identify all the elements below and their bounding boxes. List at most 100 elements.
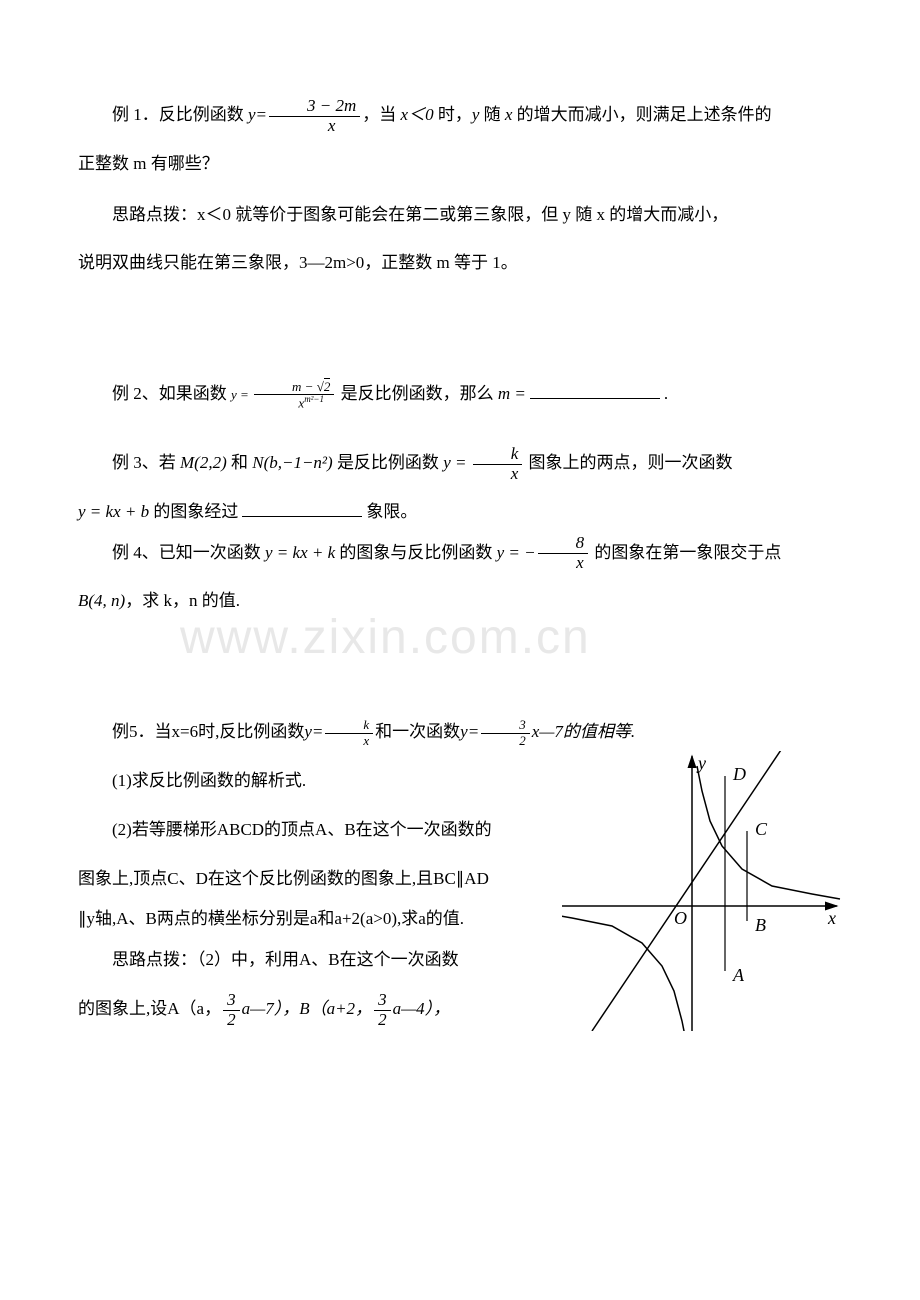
ex5-frac3b-den: 2 <box>374 1011 391 1030</box>
ex4-frac-den: x <box>538 554 589 573</box>
ex4-frac: 8x <box>538 534 589 572</box>
ex5-frac3a-den: 2 <box>223 1011 240 1030</box>
ex3-text-c: 图象上的两点，则一次函数 <box>524 453 732 472</box>
ex5-y1: y= <box>304 722 323 741</box>
ex1-text-a: 反比例函数 <box>159 105 248 124</box>
ex3-text-a: 若 <box>159 453 180 472</box>
ex5-frac2-num: 3 <box>481 718 530 733</box>
ex4-text-b: 的图象与反比例函数 <box>335 543 497 562</box>
svg-text:B: B <box>755 915 766 935</box>
ex5-text-b: 和一次函数 <box>375 722 460 741</box>
ex1-hint-line1: 思路点拨：x＜0 就等价于图象可能会在第二或第三象限，但 y 随 x 的增大而减… <box>78 195 842 236</box>
ex5-frac2-den: 2 <box>481 734 530 748</box>
ex4-frac-num: 8 <box>538 534 589 554</box>
ex5-frac1-den: x <box>325 734 373 748</box>
ex2-y-eq: y = <box>231 387 252 402</box>
gap-1 <box>78 284 842 374</box>
ex2-m-eq: m = <box>498 384 526 403</box>
ex3-frac: kx <box>473 445 523 483</box>
ex5-hint-b-b: a—7），B（a+2， <box>242 999 372 1018</box>
ex4-text-a: 已知一次函数 <box>159 543 265 562</box>
ex1-y-eq: y= <box>248 105 267 124</box>
ex5-frac3a-num: 3 <box>223 991 240 1011</box>
ex2-label: 例 2、 <box>112 384 159 403</box>
ex3-line2: y = kx + b 的图象经过 象限。 <box>78 492 842 533</box>
ex1-hint-a: x＜0 就等价于图象可能会在第二或第三象限，但 y 随 x 的增大而减小， <box>197 205 728 224</box>
ex3-blank <box>242 500 362 517</box>
ex1-frac-den: x <box>269 117 360 136</box>
ex5-hint-b-a: 的图象上,设A（a， <box>78 999 221 1018</box>
ex5-q2b: 图象上,顶点C、D在这个反比例函数的图象上,且BC∥AD <box>78 859 558 900</box>
ex4-label: 例 4、 <box>112 543 159 562</box>
ex2-frac: m − √2xm²−1 <box>254 380 334 411</box>
graph-svg: y x O D C B A <box>562 751 842 1031</box>
ex2-period: . <box>664 384 668 403</box>
ex3-M: M(2,2) <box>180 453 227 472</box>
ex3-eq: y = kx + b <box>78 502 149 521</box>
svg-text:A: A <box>732 965 745 985</box>
ex3-line2-b: 的图象经过 <box>149 502 238 521</box>
ex5-hint-b-c: a—4）， <box>393 999 451 1018</box>
ex1-text-b: ，当 <box>362 105 400 124</box>
ex2-text-a: 如果函数 <box>159 384 231 403</box>
svg-text:y: y <box>696 753 706 773</box>
svg-text:C: C <box>755 819 768 839</box>
ex5-text-c: x—7的值相等. <box>532 722 635 741</box>
ex5-text-a: 当x=6时,反比例函数 <box>155 722 305 741</box>
ex5-left-col: (1)求反比例函数的解析式. (2)若等腰梯形ABCD的顶点A、B在这个一次函数… <box>78 761 558 1030</box>
ex5-hint-line2: 的图象上,设A（a，32a—7），B（a+2，32a—4）， <box>78 989 558 1030</box>
ex1-hint-line2: 说明双曲线只能在第三象限，3—2m>0，正整数 m 等于 1。 <box>78 243 842 284</box>
ex5-q1: (1)求反比例函数的解析式. <box>78 761 558 802</box>
ex2-text-b: 是反比例函数，那么 <box>336 384 498 403</box>
ex3-text-b: 是反比例函数 <box>333 453 444 472</box>
svg-text:O: O <box>674 908 687 928</box>
ex3-frac-den: x <box>473 465 523 484</box>
gap-3 <box>78 622 842 712</box>
ex1-cond: x＜0 <box>401 105 434 124</box>
ex3-frac-num: k <box>473 445 523 465</box>
ex4-eq1: y = kx + k <box>265 543 335 562</box>
ex4-line2-b: ，求 k，n 的值. <box>125 591 240 610</box>
page-content: 例 1．反比例函数 y=3 − 2mx，当 x＜0 时，y 随 x 的增大而减小… <box>78 95 842 1047</box>
ex1-text-c: 时， <box>434 105 472 124</box>
ex5-q2a: (2)若等腰梯形ABCD的顶点A、B在这个一次函数的 <box>78 810 558 851</box>
ex5-label: 例5． <box>112 722 155 741</box>
ex3-line2-c: 象限。 <box>366 502 417 521</box>
ex5-hint-line1: 思路点拨：（2）中，利用A、B在这个一次函数 <box>78 940 558 981</box>
ex5-frac3b-num: 3 <box>374 991 391 1011</box>
ex5-frac1-num: k <box>325 718 373 733</box>
ex1-line1: 例 1．反比例函数 y=3 − 2mx，当 x＜0 时，y 随 x 的增大而减小… <box>78 95 842 136</box>
svg-text:D: D <box>732 764 746 784</box>
ex1-frac-num: 3 − 2m <box>269 97 360 117</box>
ex5-line1: 例5．当x=6时,反比例函数y=kx和一次函数y=32x—7的值相等. <box>78 712 842 753</box>
ex1-text-d: 随 <box>479 105 505 124</box>
ex3-and: 和 <box>227 453 253 472</box>
ex1-line2: 正整数 m 有哪些？ <box>78 144 842 185</box>
ex1-frac: 3 − 2mx <box>269 97 360 135</box>
gap-2 <box>78 423 842 443</box>
ex1-hint-label: 思路点拨： <box>112 205 197 224</box>
graph-container: y x O D C B A <box>562 751 842 1047</box>
ex2-blank <box>530 382 660 399</box>
ex3-label: 例 3、 <box>112 453 159 472</box>
ex2-frac-num: m − √2 <box>254 380 334 395</box>
ex4-line1: 例 4、已知一次函数 y = kx + k 的图象与反比例函数 y = −8x … <box>78 533 842 574</box>
ex3-y-eq: y = <box>443 453 471 472</box>
ex4-B: B(4, n) <box>78 591 125 610</box>
ex1-label: 例 1． <box>112 105 159 124</box>
ex1-text-e: 的增大而减小，则满足上述条件的 <box>512 105 771 124</box>
ex5-frac3b: 32 <box>374 991 391 1029</box>
ex5-frac1: kx <box>325 718 373 748</box>
ex4-line2: B(4, n)，求 k，n 的值. <box>78 581 842 622</box>
ex5-frac2: 32 <box>481 718 530 748</box>
ex5-q2c: ∥y轴,A、B两点的横坐标分别是a和a+2(a>0),求a的值. <box>78 899 558 940</box>
ex5-y2: y= <box>460 722 479 741</box>
ex5-body-wrap: yxODCBA (1)求反比例函数的解析式. (2)若等腰梯形ABCD的顶点A、… <box>78 761 842 1047</box>
ex4-y-eq: y = − <box>497 543 536 562</box>
ex5-frac3a: 32 <box>223 991 240 1029</box>
svg-text:x: x <box>827 908 836 928</box>
ex5-hint-a: （2）中，利用A、B在这个一次函数 <box>197 950 459 969</box>
ex3-line1: 例 3、若 M(2,2) 和 N(b,−1−n²) 是反比例函数 y = kx … <box>78 443 842 484</box>
ex3-N: N(b,−1−n²) <box>252 453 332 472</box>
ex2-line1: 例 2、如果函数 y = m − √2xm²−1 是反比例函数，那么 m =. <box>78 374 842 415</box>
